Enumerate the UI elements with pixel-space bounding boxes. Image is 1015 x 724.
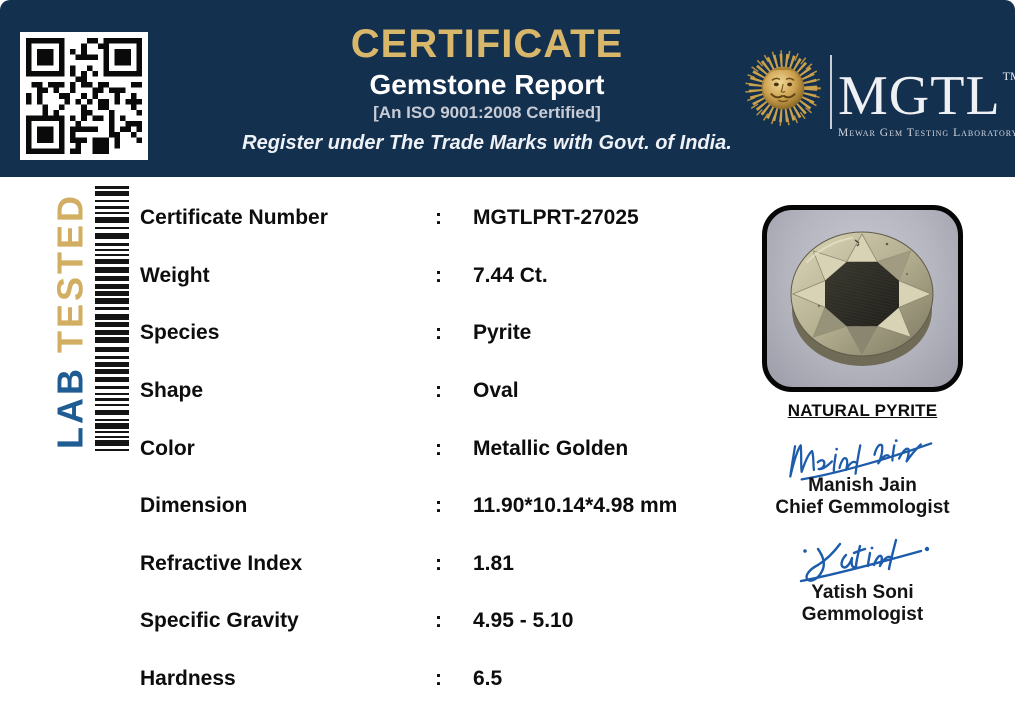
sun-emblem-icon — [745, 50, 821, 126]
certificate-title: CERTIFICATE — [350, 22, 624, 66]
signatory-title: Chief Gemmologist — [775, 497, 950, 518]
logo-divider — [830, 55, 832, 129]
field-label: Dimension — [140, 494, 248, 518]
field-row-species: Species: Pyrite — [140, 320, 740, 378]
field-row-color: Color: Metallic Golden — [140, 436, 740, 494]
field-label: Refractive Index — [140, 551, 303, 575]
field-row-specific-gravity: Specific Gravity: 4.95 - 5.10 — [140, 608, 740, 666]
field-row-refractive-index: Refractive Index: 1.81 — [140, 551, 740, 609]
field-row-weight: Weight: 7.44 Ct. — [140, 263, 740, 321]
lab-tested-vertical-label: LAB TESTED — [49, 183, 90, 458]
report-fields: Certificate Number: MGTLPRT-27025 Weight:… — [140, 205, 740, 724]
signatory-name: Yatish Soni — [811, 582, 914, 603]
field-value: 4.95 - 5.10 — [473, 609, 574, 633]
field-row-hardness: Hardness: 6.5 — [140, 666, 740, 724]
field-value: 11.90*10.14*4.98 mm — [473, 494, 678, 518]
field-row-certificate-number: Certificate Number: MGTLPRT-27025 — [140, 205, 740, 263]
qr-code — [20, 32, 148, 160]
logo-tagline: Mewar Gem Testing Laboratory — [838, 127, 1015, 139]
signatory-title: Gemmologist — [801, 604, 924, 625]
field-value: MGTLPRT-27025 — [473, 206, 639, 229]
signatory-name: Manish Jain — [808, 475, 917, 496]
trademark-register-line: Register under The Trade Marks with Govt… — [242, 132, 732, 154]
field-separator: : — [435, 206, 442, 229]
field-value: 1.81 — [473, 551, 514, 575]
lab-text: LAB — [49, 365, 90, 449]
field-label: Weight — [140, 263, 210, 287]
field-separator: : — [435, 378, 442, 402]
field-value: 7.44 Ct. — [473, 263, 548, 287]
pyrite-gem-image — [790, 231, 934, 366]
header-titles: CERTIFICATE Gemstone Report [An ISO 9001… — [237, 22, 737, 155]
field-separator: : — [435, 609, 442, 633]
field-label: Shape — [140, 378, 204, 402]
field-value: Oval — [473, 378, 519, 402]
field-label: Certificate Number — [140, 206, 328, 229]
field-label: Specific Gravity — [140, 609, 299, 633]
field-row-dimension: Dimension: 11.90*10.14*4.98 mm — [140, 493, 740, 551]
field-label: Color — [140, 436, 195, 460]
gemstone-photo — [762, 205, 963, 392]
field-label: Species — [140, 321, 220, 345]
report-subtitle: Gemstone Report — [369, 69, 605, 100]
field-label: Hardness — [140, 667, 236, 691]
field-row-shape: Shape: Oval — [140, 378, 740, 436]
field-separator: : — [435, 321, 442, 345]
signatory-yatish-soni: Yatish Soni Gemmologist — [742, 582, 983, 626]
manish-jain-signature-icon — [789, 439, 933, 481]
field-value: Pyrite — [473, 321, 532, 345]
certificate-header: CERTIFICATE Gemstone Report [An ISO 9001… — [0, 0, 1015, 177]
barcode — [95, 186, 129, 451]
signatory-manish-jain: Manish Jain Chief Gemmologist — [742, 475, 983, 519]
specimen-caption: NATURAL PYRITE — [787, 401, 938, 420]
field-separator: : — [435, 263, 442, 287]
field-separator: : — [435, 551, 442, 575]
field-value: Metallic Golden — [473, 436, 629, 460]
iso-certification-line: [An ISO 9001:2008 Certified] — [373, 103, 601, 122]
trademark-symbol: TM — [1002, 69, 1015, 83]
field-value: 6.5 — [473, 667, 503, 691]
field-separator: : — [435, 436, 442, 460]
yatish-signature-icon — [799, 538, 930, 583]
field-separator: : — [435, 667, 442, 691]
field-separator: : — [435, 494, 442, 518]
tested-text: TESTED — [49, 192, 90, 353]
